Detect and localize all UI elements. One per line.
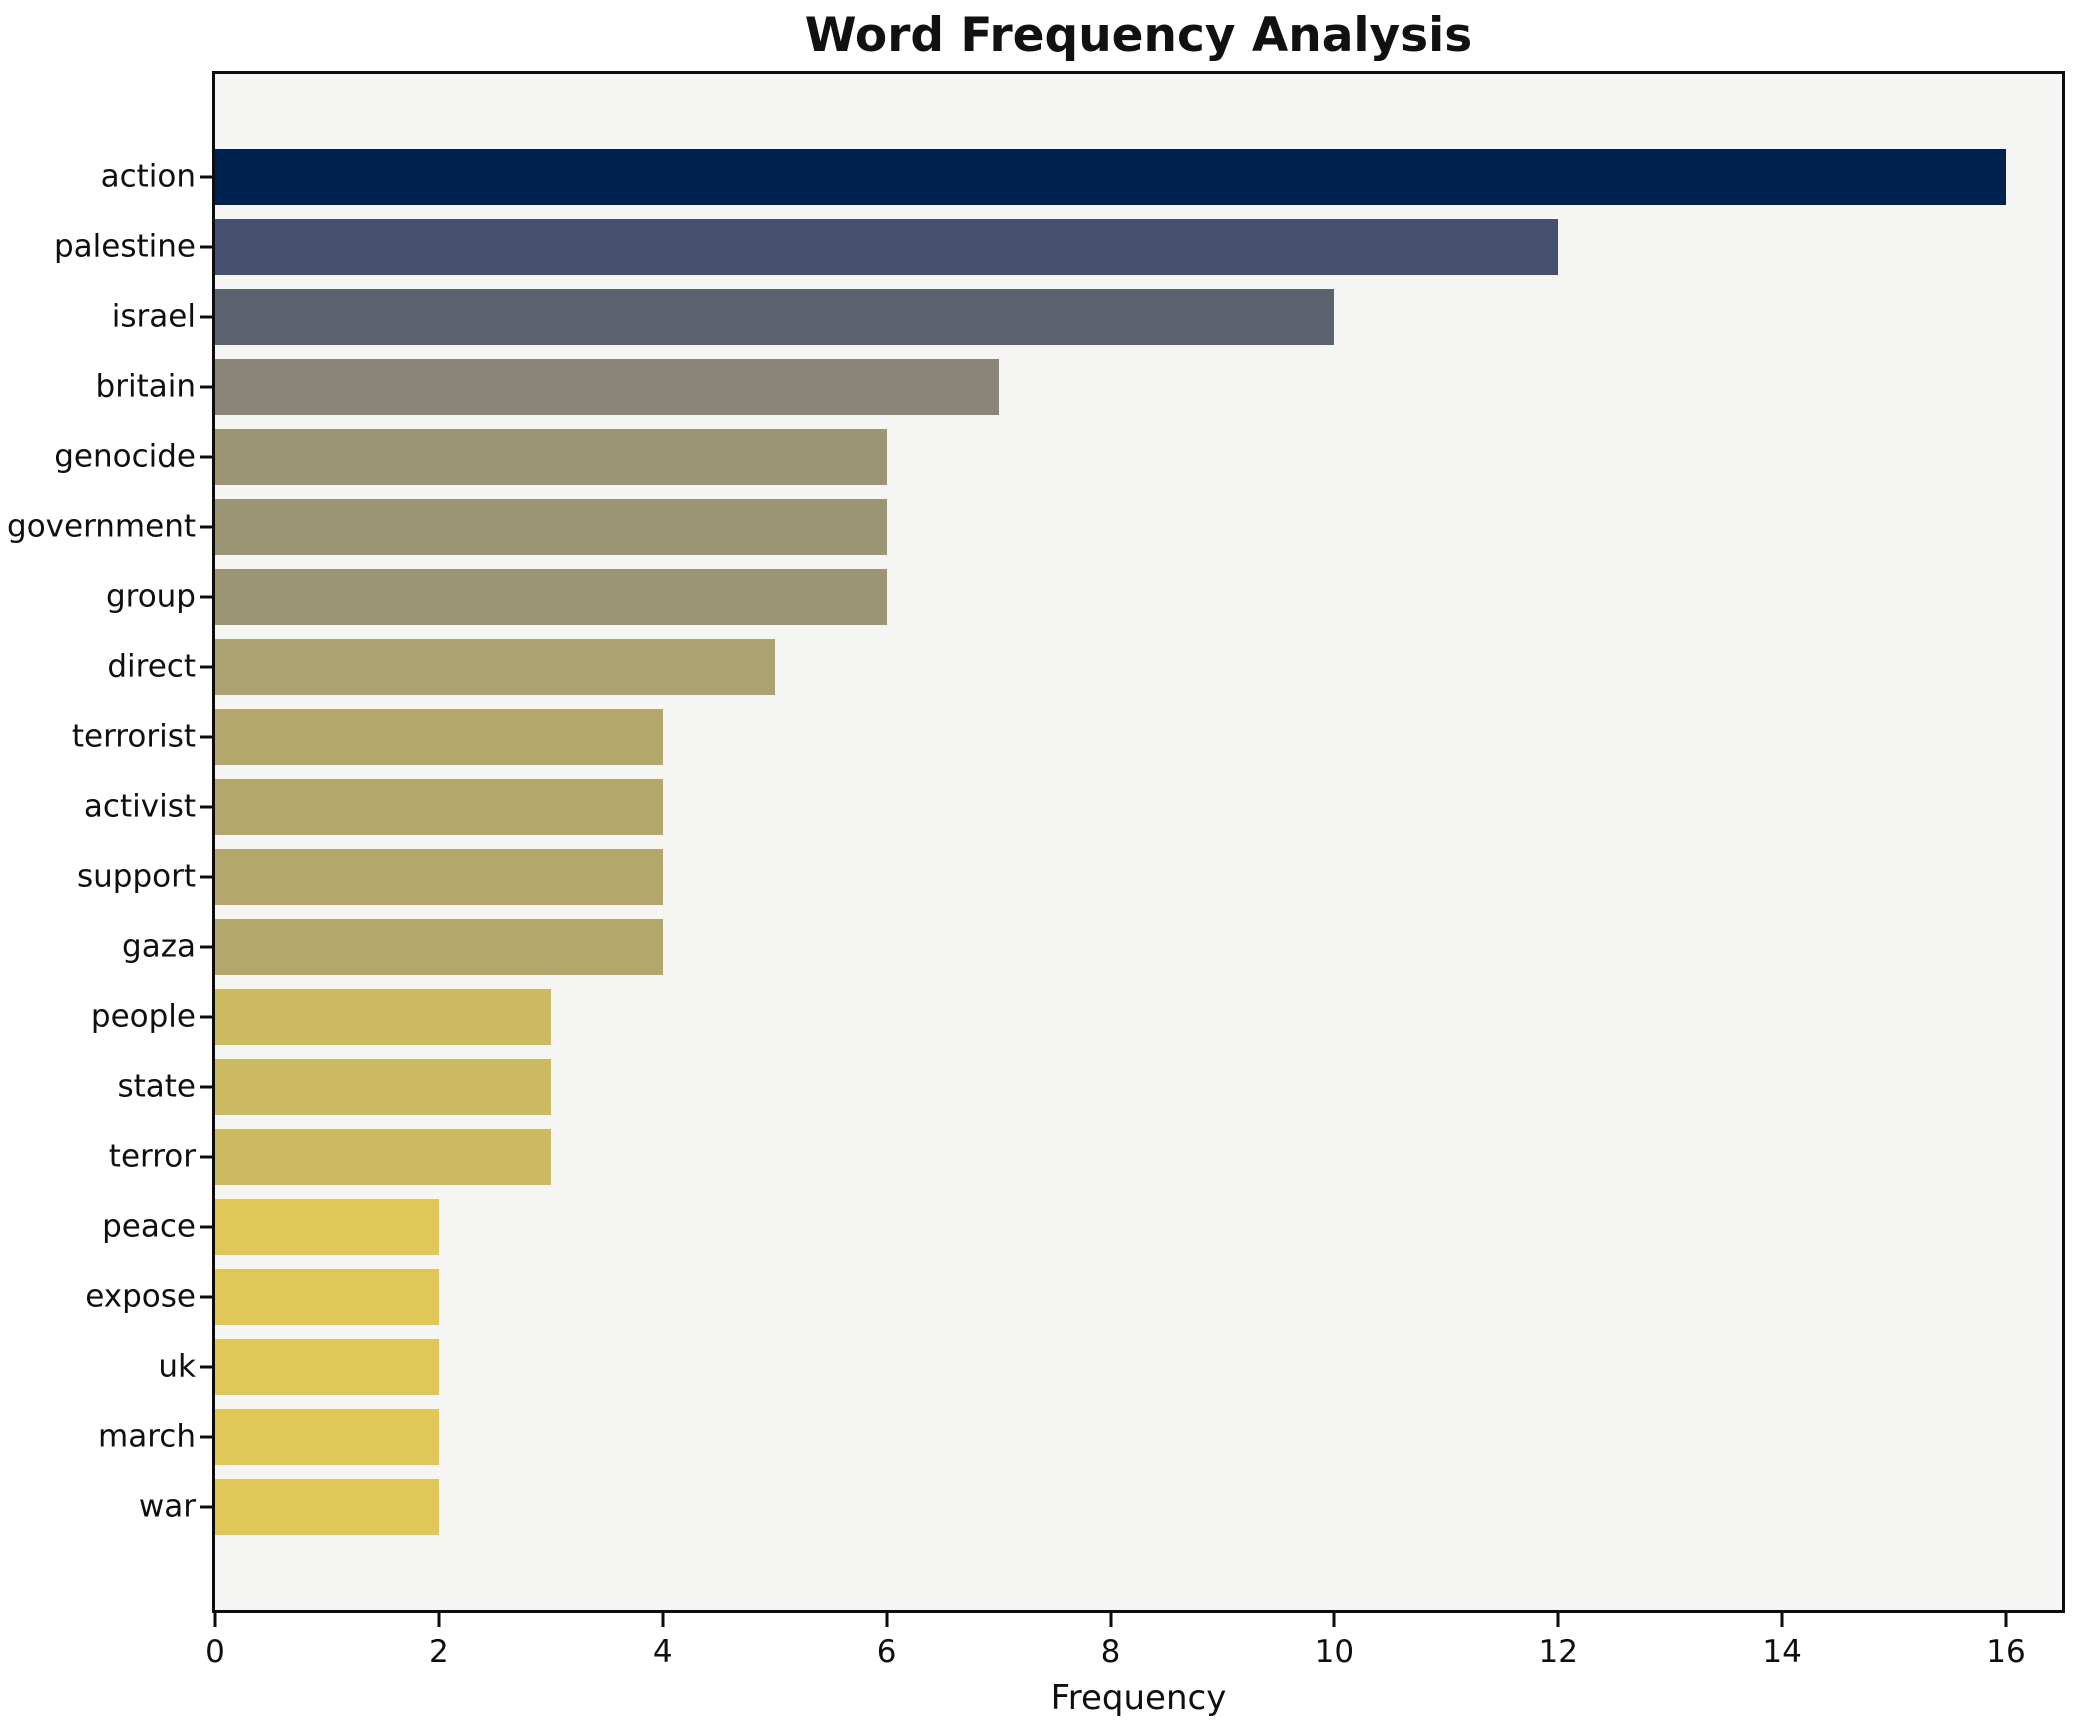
bar-group	[215, 569, 887, 625]
y-tick-label-government: government	[7, 508, 196, 545]
x-tick-label-10: 10	[1314, 1634, 1355, 1670]
y-tick-government	[200, 525, 212, 529]
y-tick-expose	[200, 1295, 212, 1299]
bar-gaza	[215, 919, 663, 975]
y-tick-war	[200, 1505, 212, 1509]
bar-direct	[215, 639, 775, 695]
bar-terrorist	[215, 709, 663, 765]
y-tick-label-group: group	[105, 578, 196, 615]
bar-activist	[215, 779, 663, 835]
y-tick-label-peace: peace	[102, 1208, 196, 1245]
y-tick-label-state: state	[117, 1068, 196, 1105]
y-tick-label-direct: direct	[107, 648, 196, 685]
bar-state	[215, 1059, 551, 1115]
bar-britain	[215, 359, 999, 415]
bar-palestine	[215, 219, 1559, 275]
bar-action	[215, 149, 2007, 205]
bar-war	[215, 1479, 439, 1535]
chart-title: Word Frequency Analysis	[804, 8, 1473, 63]
bar-expose	[215, 1269, 439, 1325]
bars-container	[215, 74, 2062, 1610]
y-tick-label-people: people	[90, 998, 196, 1035]
x-tick-6	[885, 1613, 889, 1627]
x-tick-12	[1556, 1613, 1560, 1627]
bar-support	[215, 849, 663, 905]
x-tick-14	[1780, 1613, 1784, 1627]
x-tick-0	[213, 1613, 217, 1627]
y-tick-label-terror: terror	[108, 1138, 196, 1175]
plot-area	[212, 71, 2065, 1613]
y-tick-britain	[200, 385, 212, 389]
x-tick-label-6: 6	[876, 1634, 897, 1670]
y-tick-label-genocide: genocide	[54, 438, 196, 475]
y-tick-label-britain: britain	[95, 368, 196, 405]
y-tick-action	[200, 175, 212, 179]
y-tick-march	[200, 1435, 212, 1439]
bar-genocide	[215, 429, 887, 485]
y-tick-state	[200, 1085, 212, 1089]
x-tick-label-8: 8	[1100, 1634, 1121, 1670]
x-tick-label-14: 14	[1762, 1634, 1802, 1670]
y-tick-group	[200, 595, 212, 599]
x-axis-title: Frequency	[1050, 1678, 1227, 1718]
bar-uk	[215, 1339, 439, 1395]
x-tick-label-2: 2	[429, 1634, 449, 1670]
y-tick-label-action: action	[100, 158, 196, 195]
bar-people	[215, 989, 551, 1045]
x-tick-10	[1332, 1613, 1336, 1627]
y-tick-label-israel: israel	[111, 298, 196, 335]
y-tick-label-activist: activist	[83, 788, 196, 825]
x-tick-2	[437, 1613, 441, 1627]
y-tick-support	[200, 875, 212, 879]
y-tick-direct	[200, 665, 212, 669]
y-tick-label-expose: expose	[85, 1278, 196, 1315]
y-tick-gaza	[200, 945, 212, 949]
bar-march	[215, 1409, 439, 1465]
y-tick-label-uk: uk	[158, 1348, 196, 1385]
y-tick-peace	[200, 1225, 212, 1229]
y-tick-label-gaza: gaza	[122, 928, 196, 965]
y-tick-people	[200, 1015, 212, 1019]
x-tick-4	[661, 1613, 665, 1627]
bar-peace	[215, 1199, 439, 1255]
y-tick-terror	[200, 1155, 212, 1159]
bar-terror	[215, 1129, 551, 1185]
y-tick-label-terrorist: terrorist	[71, 718, 196, 755]
y-tick-terrorist	[200, 735, 212, 739]
y-tick-label-support: support	[76, 858, 196, 895]
x-tick-16	[2004, 1613, 2008, 1627]
y-tick-genocide	[200, 455, 212, 459]
y-tick-label-march: march	[98, 1418, 196, 1455]
x-tick-label-16: 16	[1986, 1634, 2026, 1670]
y-tick-israel	[200, 315, 212, 319]
x-tick-label-0: 0	[205, 1634, 225, 1670]
x-tick-8	[1109, 1613, 1112, 1627]
x-tick-label-12: 12	[1538, 1634, 1578, 1670]
y-tick-label-palestine: palestine	[54, 228, 196, 265]
bar-government	[215, 499, 887, 555]
y-tick-activist	[200, 805, 212, 809]
y-tick-uk	[200, 1365, 212, 1369]
y-tick-palestine	[200, 245, 212, 249]
y-tick-label-war: war	[138, 1488, 196, 1525]
bar-israel	[215, 289, 1335, 345]
x-tick-label-4: 4	[652, 1634, 673, 1670]
